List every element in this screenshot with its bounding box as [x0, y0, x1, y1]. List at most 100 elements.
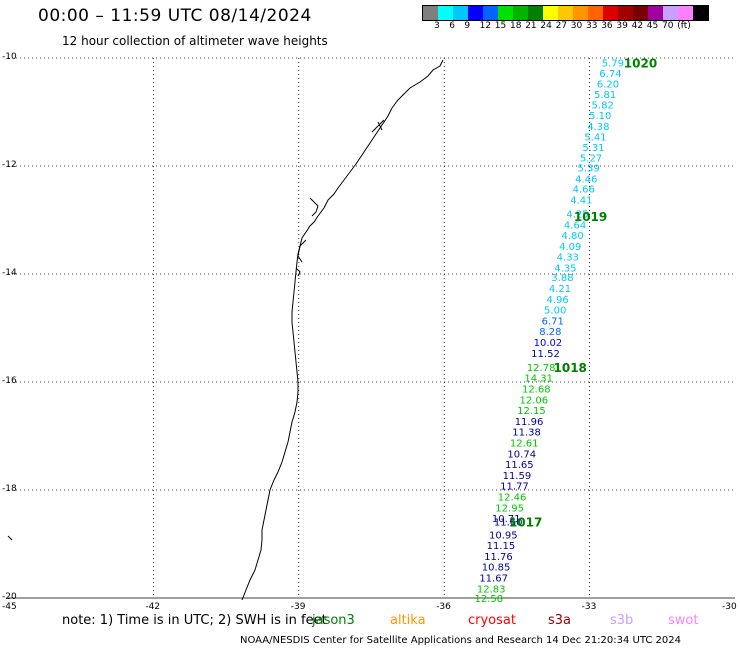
legend-tick-label: (ft)	[677, 21, 691, 31]
legend-tick-label: 6	[449, 21, 455, 31]
legend-swatch	[648, 6, 663, 20]
mission-label: altika	[390, 613, 426, 628]
satellite-track: 5.796.746.205.815.825.104.385.415.315.27…	[474, 58, 624, 605]
legend-tick-label: 9	[464, 21, 471, 31]
legend-swatch	[468, 6, 483, 20]
longitude-label: -36	[436, 602, 451, 612]
legend-swatch	[528, 6, 543, 20]
swh-value: 10.71	[492, 514, 521, 525]
swh-value: 5.00	[544, 306, 566, 317]
swh-value: 4.41	[570, 195, 592, 206]
swh-value: 12.78	[527, 363, 556, 374]
swh-value: 4.46	[575, 174, 597, 185]
swh-value: 4.33	[557, 253, 579, 264]
legend-tick-label: 42	[631, 21, 644, 31]
pressure-labels: 1020 1019 1018 1017	[509, 56, 657, 529]
swh-value: 10.95	[489, 530, 518, 541]
swh-value: 11.59	[503, 471, 532, 482]
longitude-label: -39	[290, 602, 306, 612]
swh-value: 11.67	[479, 573, 508, 584]
latitude-label: -18	[2, 484, 17, 494]
legend-swatch	[558, 6, 573, 20]
swh-value: 11.77	[500, 482, 529, 493]
swh-value: 4.25	[566, 210, 588, 221]
swh-value: 11.15	[487, 541, 516, 552]
swh-value: 11.76	[484, 552, 513, 563]
legend-tick-label: 45	[646, 21, 659, 31]
legend-tick-label: 21	[525, 21, 537, 31]
swh-value: 12.15	[517, 406, 546, 417]
swh-value: 5.41	[584, 132, 606, 143]
swh-value: 5.82	[592, 100, 614, 111]
pressure-label: 1020	[624, 56, 657, 70]
swh-value: 4.09	[559, 242, 581, 253]
legend-swatch	[573, 6, 588, 20]
legend-swatch	[693, 6, 708, 20]
legend-tick-label: 12	[479, 21, 492, 31]
latitude-label: -12	[2, 160, 17, 170]
lat-lon-grid	[8, 57, 735, 599]
swh-value: 11.52	[531, 349, 560, 360]
swh-value: 4.38	[587, 122, 609, 133]
swh-value: 6.74	[599, 69, 621, 80]
legend-swatch	[498, 6, 513, 20]
swh-value: 4.21	[549, 284, 571, 295]
swh-value: 12.68	[522, 384, 551, 395]
latitude-label: -16	[2, 376, 17, 386]
legend-swatch	[513, 6, 528, 20]
mission-label: swot	[668, 613, 699, 628]
pressure-label: 1019	[574, 210, 607, 224]
mission-label: s3a	[548, 613, 572, 628]
swh-value: 5.31	[582, 143, 604, 154]
legend-tick-label: 3	[434, 21, 440, 31]
pressure-label: 1018	[554, 361, 587, 375]
footer-note: note: 1) Time is in UTC; 2) SWH is in fe…	[62, 613, 327, 628]
swh-value: 5.79	[602, 58, 624, 69]
legend-tick-label: 15	[494, 21, 507, 31]
latitude-label: -14	[2, 268, 17, 278]
map-title: 00:00 – 11:59 UTC 08/14/2024	[38, 6, 312, 26]
legend-tick-label: 18	[510, 21, 522, 31]
swh-value: 11.65	[505, 460, 534, 471]
legend-swatch	[483, 6, 498, 20]
longitude-label: -30	[722, 602, 737, 612]
swh-value: 11.96	[515, 417, 544, 428]
swh-value: 5.39	[577, 164, 599, 175]
swh-value: 10.74	[507, 449, 536, 460]
credit-line: NOAA/NESDIS Center for Satellite Applica…	[240, 635, 682, 646]
legend-swatch	[453, 6, 468, 20]
swh-value: 4.35	[554, 264, 576, 275]
legend-tick-label: 39	[616, 21, 628, 31]
color-scale-legend	[422, 5, 709, 21]
legend-swatch	[603, 6, 618, 20]
map-subtitle: 12 hour collection of altimeter wave hei…	[62, 34, 328, 48]
swh-value: 10.02	[534, 338, 563, 349]
swh-value: 10.85	[482, 563, 511, 574]
swh-value: 12.06	[520, 395, 549, 406]
longitude-label: -45	[2, 602, 17, 612]
legend-swatch	[543, 6, 558, 20]
swh-value: 4.80	[562, 231, 584, 242]
legend-swatch	[618, 6, 633, 20]
swh-value: 4.64	[564, 220, 586, 231]
swh-value: 5.10	[589, 111, 611, 122]
swh-value: 11.60	[494, 517, 523, 528]
swh-value: 14.31	[524, 374, 553, 385]
swh-value: 12.83	[477, 584, 506, 595]
legend-tick-label: 24	[540, 21, 552, 31]
legend-swatch	[678, 6, 693, 20]
island-marker	[7, 535, 13, 541]
brazil-coastline	[241, 59, 444, 601]
mission-label: jason3	[312, 613, 355, 628]
legend-swatch	[438, 6, 453, 20]
pressure-label: 1017	[509, 515, 542, 529]
swh-value: 5.27	[580, 153, 602, 164]
swh-value: 5.81	[594, 90, 616, 101]
swh-value: 4.96	[546, 295, 568, 306]
legend-tick-label: 33	[586, 21, 598, 31]
legend-swatch	[633, 6, 648, 20]
legend-tick-label: 70	[662, 21, 674, 31]
mission-label: cryosat	[468, 613, 516, 628]
legend-swatch	[423, 6, 438, 20]
